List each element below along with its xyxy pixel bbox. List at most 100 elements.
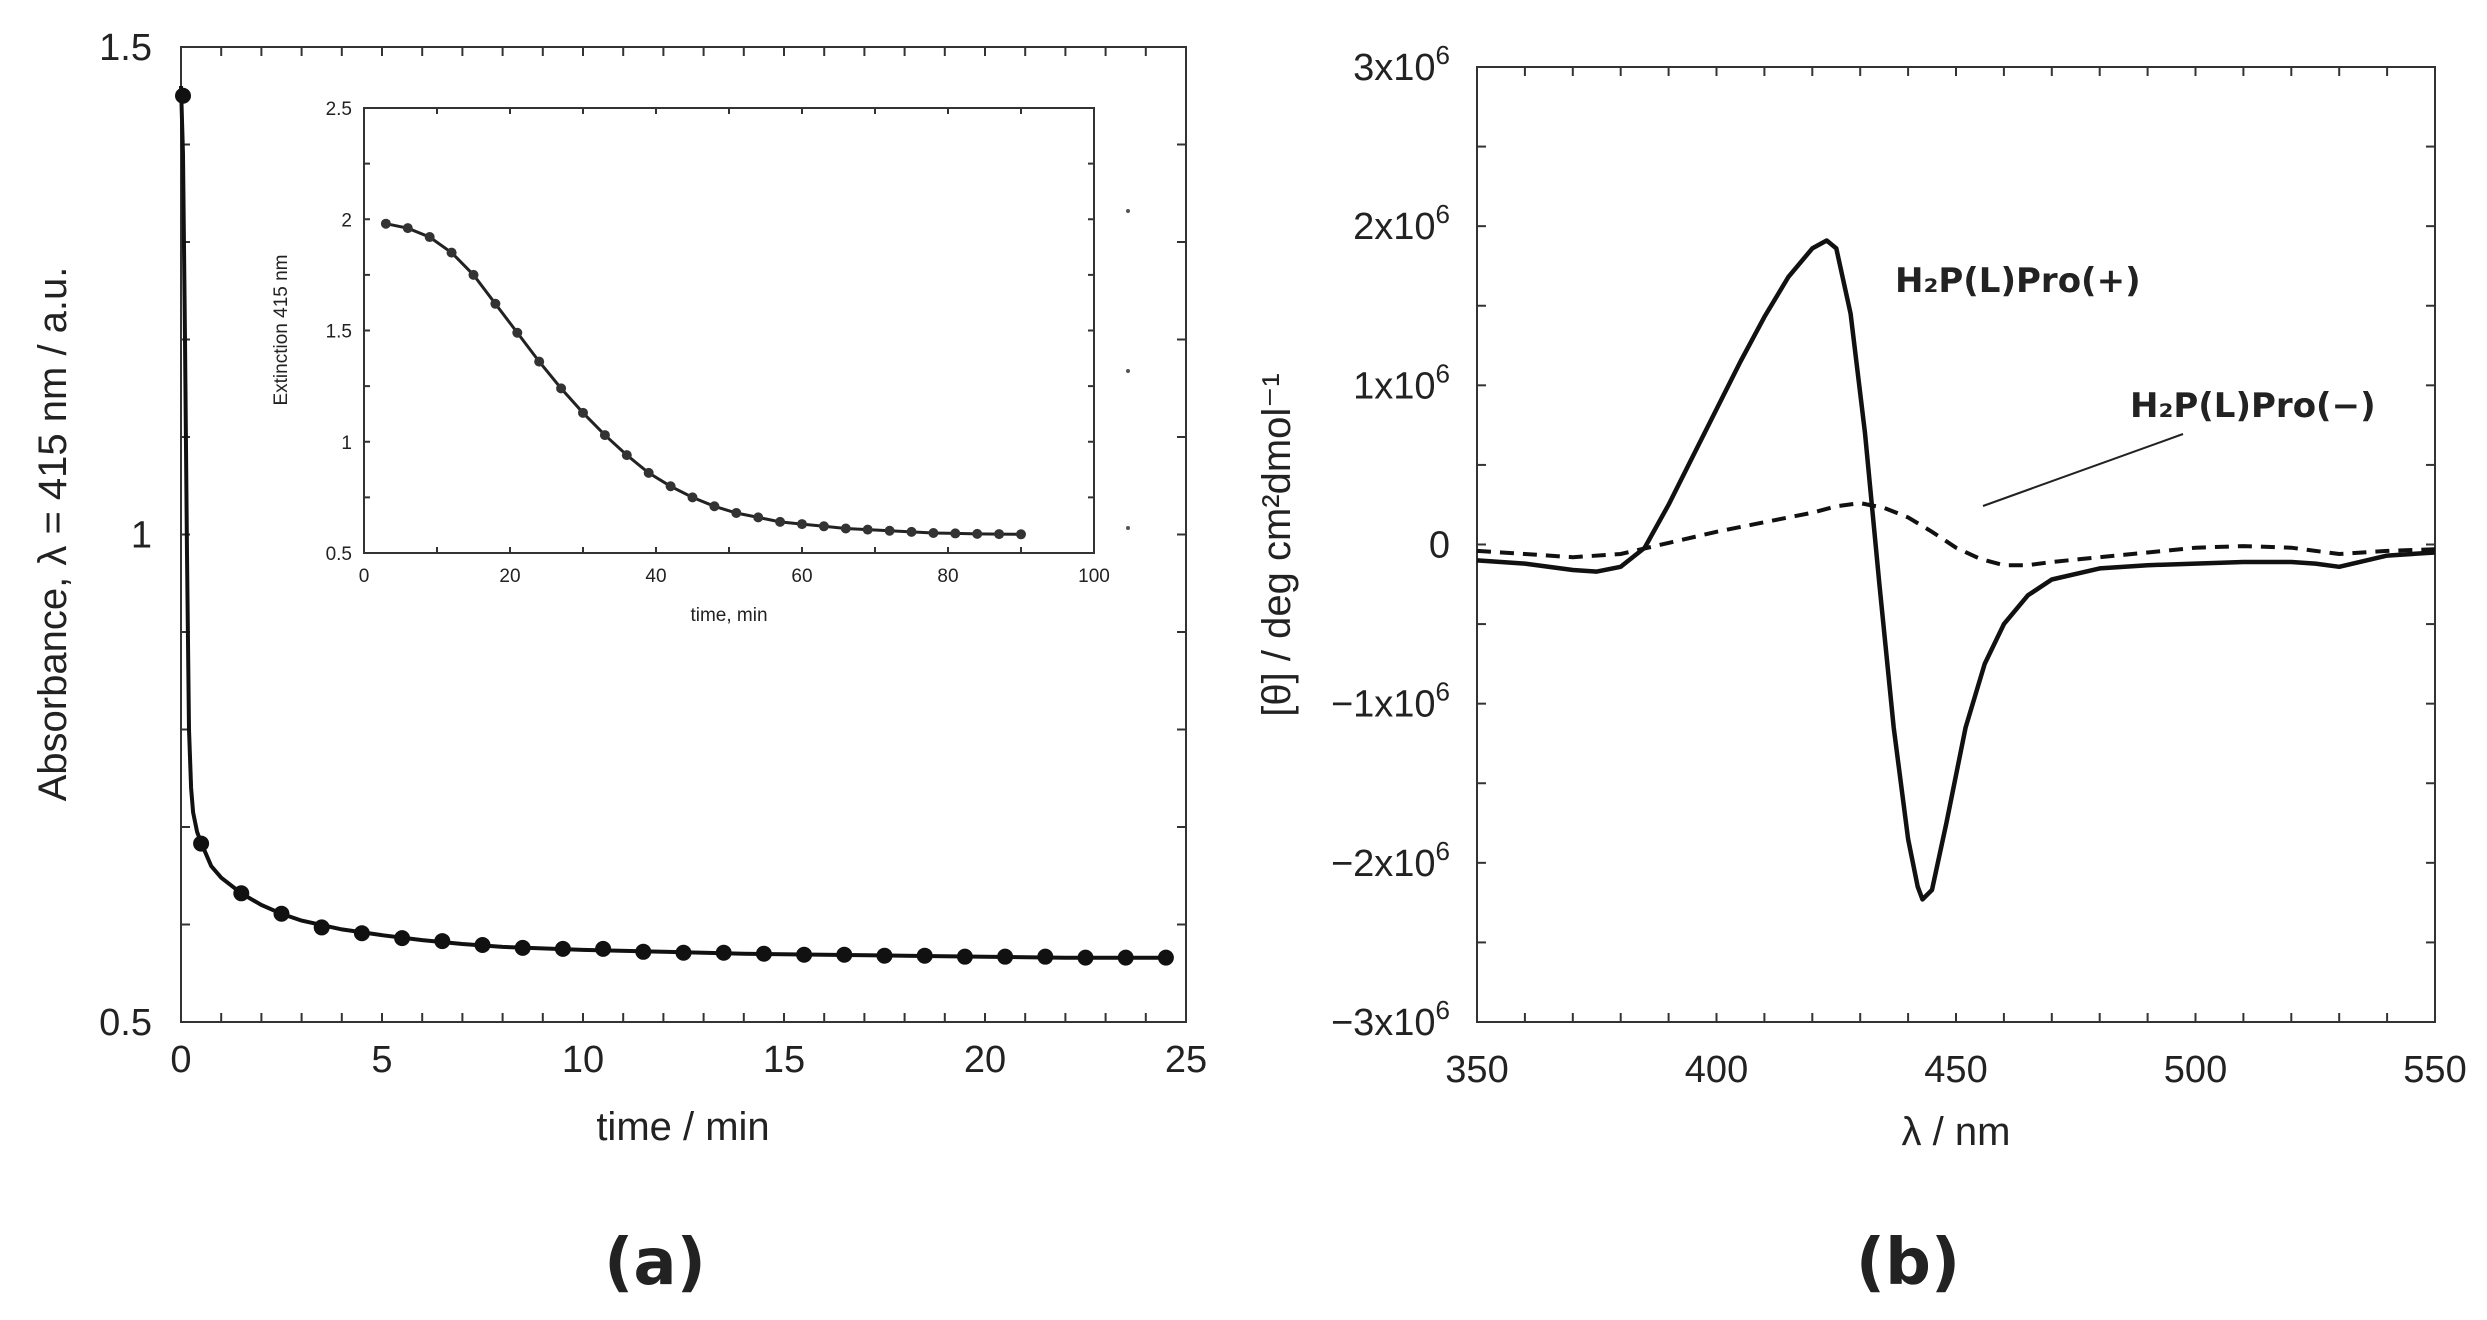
inset-data-point bbox=[753, 512, 764, 523]
panel-b-x-tick-label: 350 bbox=[1445, 1049, 1508, 1091]
panel-a-data-point bbox=[675, 944, 692, 961]
decorative-dot bbox=[1126, 369, 1130, 373]
inset-data-point bbox=[665, 481, 676, 492]
panel-a-y-axis-label: Absorbance, λ = 415 nm / a.u. bbox=[31, 267, 75, 802]
panel-a-data-point bbox=[836, 946, 853, 963]
decorative-dot bbox=[1126, 209, 1130, 213]
inset-x-tick-label: 60 bbox=[791, 566, 812, 587]
inset-y-tick-labels: 0.5 1 1.5 2 2.5 bbox=[326, 99, 352, 565]
inset-data-point bbox=[928, 527, 939, 538]
panel-a-label: (a) bbox=[604, 1226, 706, 1300]
inset-data-point bbox=[906, 526, 917, 537]
panel-b-y-tick-label: 1x106 bbox=[1353, 358, 1450, 407]
inset-data-point bbox=[490, 298, 501, 309]
panel-a-data-point bbox=[233, 885, 250, 902]
panel-a-fit-curve bbox=[179, 85, 1166, 960]
inset-x-tick-label: 20 bbox=[499, 566, 520, 587]
panel-a-data-point bbox=[755, 945, 772, 962]
inset-data-point bbox=[468, 269, 479, 280]
panel-b-y-tick-label: −2x106 bbox=[1331, 836, 1450, 885]
inset-data-point bbox=[446, 247, 457, 258]
panel-a-data-point bbox=[554, 940, 571, 957]
exponent: 6 bbox=[1436, 677, 1450, 707]
panel-a-fit-line bbox=[179, 85, 1166, 960]
panel-b-x-tick-label: 500 bbox=[2164, 1049, 2227, 1091]
inset-data-point bbox=[709, 501, 720, 512]
mantissa: −2x10 bbox=[1331, 843, 1436, 885]
inset-data-point bbox=[994, 529, 1005, 540]
panel-a-x-tick-label: 0 bbox=[170, 1039, 191, 1081]
inset-data-point bbox=[840, 523, 851, 534]
panel-a-y-tick-labels: 0.5 1 1.5 bbox=[99, 27, 152, 1044]
inset-x-tick-label: 100 bbox=[1078, 566, 1110, 587]
panel-a-data-point bbox=[916, 947, 933, 964]
panel-b-x-tick-label: 550 bbox=[2403, 1049, 2466, 1091]
inset-data-point bbox=[621, 450, 632, 461]
exponent: 6 bbox=[1436, 995, 1450, 1025]
mantissa: 2x10 bbox=[1353, 206, 1435, 248]
inset-y-tick-label: 2 bbox=[341, 210, 352, 231]
panel-a-y-tick-label: 0.5 bbox=[99, 1002, 152, 1044]
inset-x-tick-label: 0 bbox=[359, 566, 370, 587]
inset-data-point bbox=[775, 516, 786, 527]
panel-a-data-point bbox=[434, 933, 451, 950]
panel-a-x-tick-labels: 0 5 10 15 20 25 bbox=[170, 1039, 1207, 1081]
panel-b-y-tick-label: −3x106 bbox=[1331, 995, 1450, 1044]
panel-a-data-point bbox=[796, 946, 813, 963]
inset-data-point bbox=[884, 525, 895, 536]
panel-b-y-tick-labels: 3x106 2x106 1x106 0 −1x106 −2x106 −3x106 bbox=[1331, 40, 1450, 1044]
inset-data-point bbox=[556, 383, 567, 394]
series-pro-plus-line bbox=[1476, 238, 2436, 902]
panel-a-data-point bbox=[635, 943, 652, 960]
series-label-pro-plus: H₂P(L)Pro(+) bbox=[1895, 261, 2141, 301]
inset-ticks bbox=[363, 107, 1095, 554]
inset-data-point bbox=[950, 528, 961, 539]
series-label-pro-minus: H₂P(L)Pro(−) bbox=[2130, 386, 2376, 426]
mantissa: −1x10 bbox=[1331, 684, 1436, 726]
mantissa: −3x10 bbox=[1331, 1002, 1436, 1044]
panel-a-x-tick-label: 5 bbox=[371, 1039, 392, 1081]
panel-a-data-point bbox=[595, 940, 612, 957]
panel-a-data-point bbox=[313, 919, 330, 936]
panel-a-data-point bbox=[353, 925, 370, 942]
exponent: 6 bbox=[1436, 40, 1450, 70]
inset-x-tick-labels: 0 20 40 60 80 100 bbox=[359, 566, 1110, 587]
mantissa: 3x10 bbox=[1353, 47, 1435, 89]
panel-a-x-tick-label: 25 bbox=[1165, 1039, 1207, 1081]
inset-data-point bbox=[731, 507, 742, 518]
inset-data-point bbox=[862, 524, 873, 535]
panel-b-label: (b) bbox=[1856, 1226, 1960, 1300]
inset-data-point bbox=[599, 430, 610, 441]
exponent: 6 bbox=[1436, 836, 1450, 866]
panel-b-ticks bbox=[1476, 66, 2436, 1023]
decorative-dot bbox=[1126, 526, 1130, 530]
panel-a-data-point bbox=[1157, 949, 1174, 966]
panel-b-x-axis-label: λ / nm bbox=[1902, 1110, 2011, 1154]
panel-a-data-point bbox=[474, 936, 491, 953]
panel-a-data-point bbox=[715, 944, 732, 961]
inset-data-point bbox=[424, 232, 435, 243]
panel-a-data-point bbox=[1077, 949, 1094, 966]
panel-a-x-axis-label: time / min bbox=[596, 1105, 769, 1149]
inset-data-point bbox=[797, 519, 807, 530]
exponent: 6 bbox=[1436, 358, 1450, 388]
panel-a-y-tick-label: 1 bbox=[131, 515, 152, 557]
panel-b: 350 400 450 500 550 3x106 2x106 1x106 0 … bbox=[1255, 40, 2467, 1300]
inset-data-point bbox=[512, 327, 523, 338]
exponent: 6 bbox=[1436, 199, 1450, 229]
panel-b-x-tick-labels: 350 400 450 500 550 bbox=[1445, 1049, 2466, 1091]
inset-data-point bbox=[380, 218, 391, 229]
panel-a-data-point bbox=[514, 939, 531, 956]
panel-b-y-tick-label: 0 bbox=[1429, 525, 1450, 567]
panel-a-x-tick-label: 20 bbox=[964, 1039, 1006, 1081]
inset-data-point bbox=[972, 528, 983, 539]
inset-data-points bbox=[380, 218, 1026, 540]
panel-a-data-point bbox=[273, 905, 290, 922]
inset-plot-frame bbox=[363, 107, 1095, 554]
inset-y-tick-label: 1.5 bbox=[326, 322, 352, 343]
inset-data-point bbox=[1016, 529, 1026, 540]
inset-data-point bbox=[402, 223, 413, 234]
inset-data-point bbox=[643, 467, 654, 478]
panel-a-data-point bbox=[1117, 949, 1134, 966]
